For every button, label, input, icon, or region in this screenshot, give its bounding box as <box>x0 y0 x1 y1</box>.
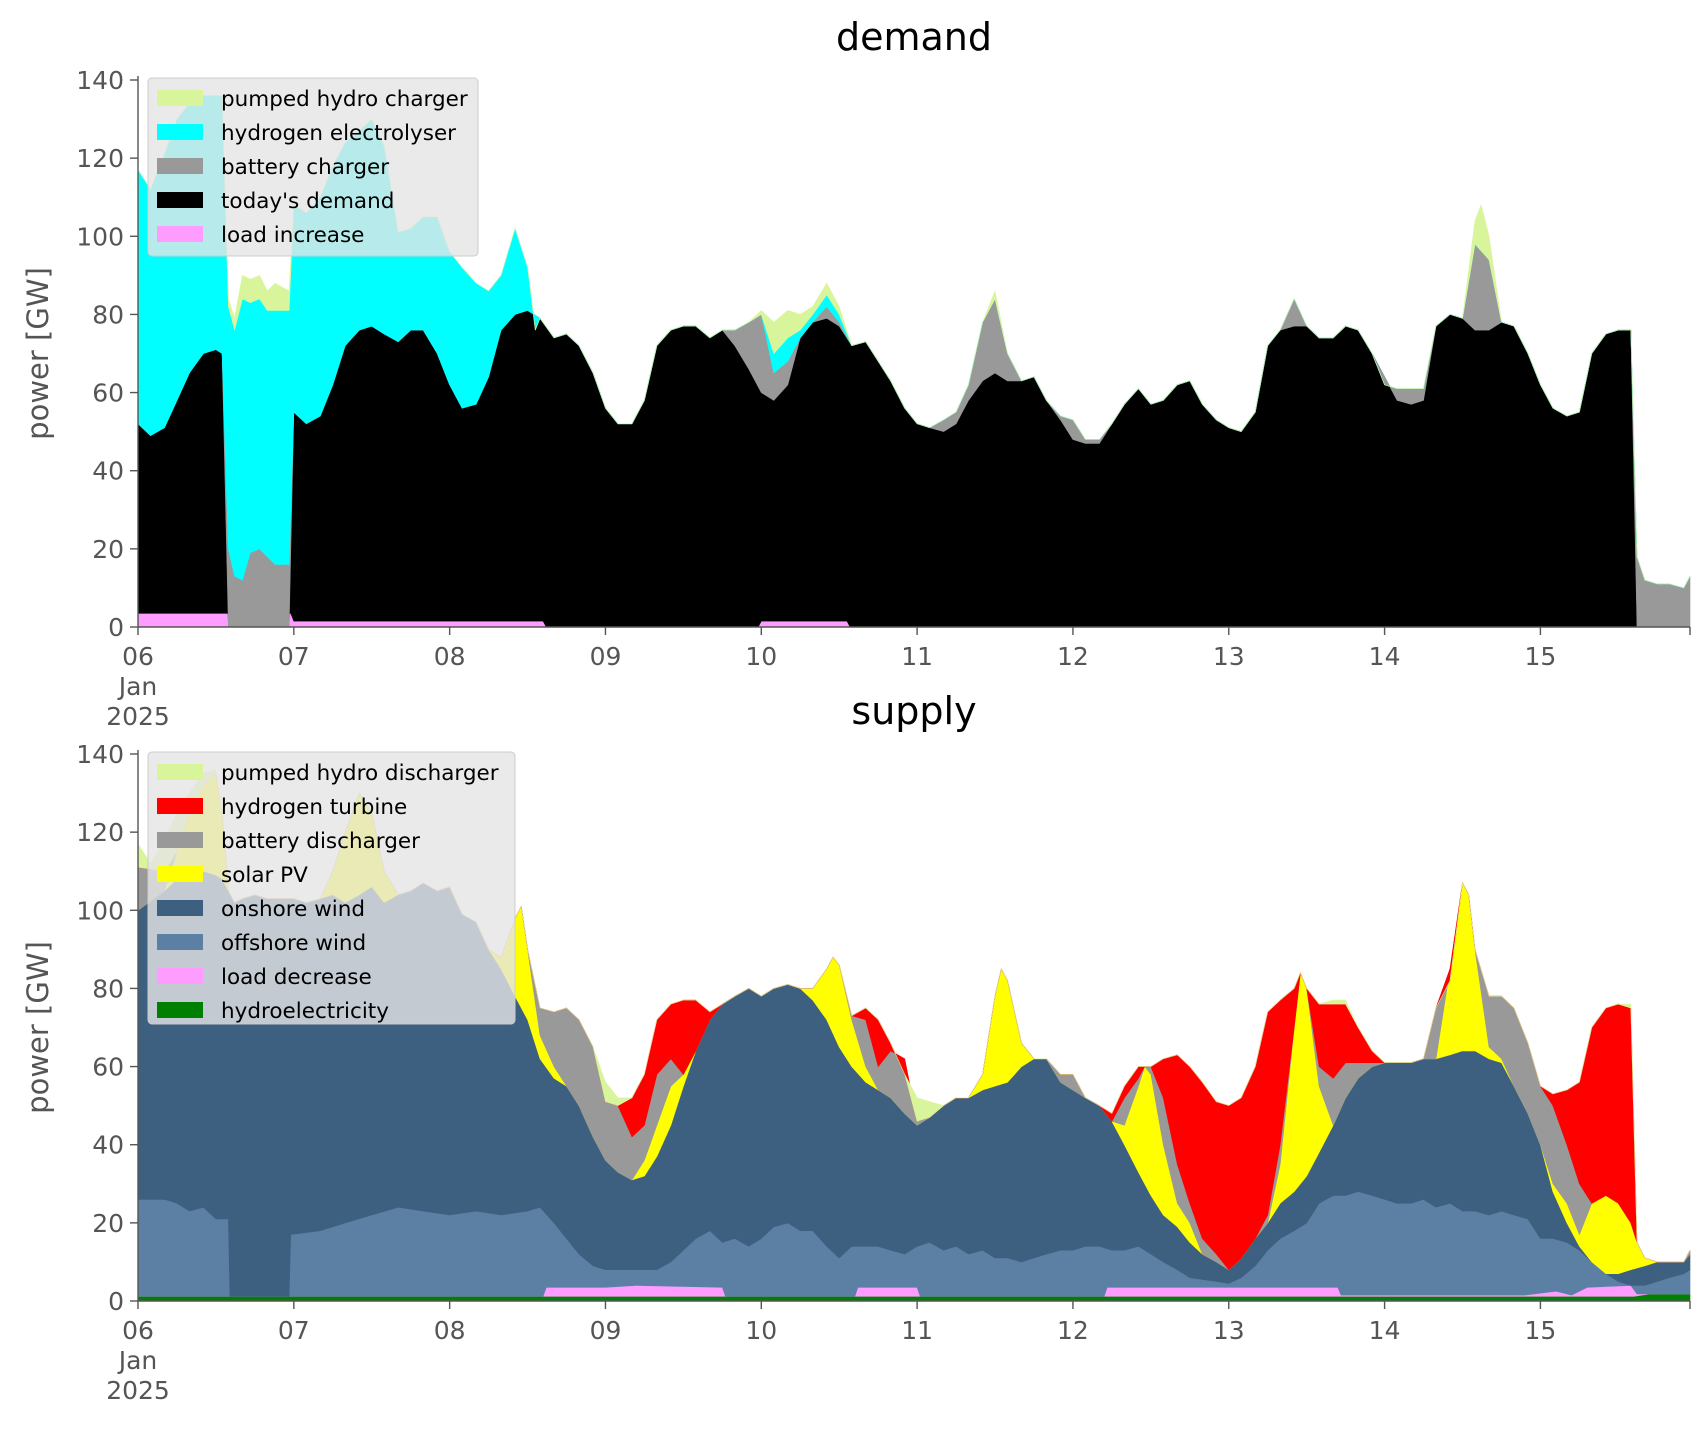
y-tick-label: 120 <box>76 818 124 847</box>
y-tick-label: 140 <box>76 740 124 769</box>
y-tick-label: 0 <box>108 613 124 642</box>
x-tick-label: 10 <box>745 1316 777 1345</box>
y-tick-label: 40 <box>92 457 124 486</box>
legend-swatch-offshore-wind <box>157 934 203 950</box>
x-tick-label: 06 <box>122 642 154 671</box>
x-tick-label: Jan <box>117 1346 158 1375</box>
y-axis-label: power [GW] <box>21 267 55 440</box>
legend-label: hydroelectricity <box>221 999 389 1024</box>
y-tick-label: 100 <box>76 896 124 925</box>
x-tick-label: 08 <box>434 1316 466 1345</box>
legend-label: pumped hydro discharger <box>221 761 499 786</box>
y-tick-label: 40 <box>92 1131 124 1160</box>
legend-swatch-battery <box>157 158 203 174</box>
x-tick-label: 08 <box>434 642 466 671</box>
y-tick-label: 140 <box>76 66 124 95</box>
y-tick-label: 80 <box>92 300 124 329</box>
x-tick-label: 2025 <box>106 1376 170 1405</box>
x-tick-label: 11 <box>901 1316 933 1345</box>
legend-label: hydrogen turbine <box>221 795 407 820</box>
legend-swatch-hydrogen-electrolyser <box>157 124 203 140</box>
legend-label: onshore wind <box>221 897 365 922</box>
legend-swatch-pumped-hydro <box>157 90 203 106</box>
y-tick-label: 100 <box>76 222 124 251</box>
legend-box <box>147 751 516 1025</box>
y-tick-label: 0 <box>108 1287 124 1316</box>
chart-title: supply <box>851 689 976 733</box>
y-tick-label: 20 <box>92 535 124 564</box>
legend-label: offshore wind <box>221 931 366 956</box>
x-tick-label: 09 <box>590 642 622 671</box>
y-tick-label: 120 <box>76 144 124 173</box>
legend-label: load increase <box>221 223 364 248</box>
x-tick-label: 13 <box>1213 1316 1245 1345</box>
legend-swatch-load-change <box>157 968 203 984</box>
legend: pumped hydro discharger hydrogen turbine b… <box>147 751 516 1025</box>
x-tick-label: 07 <box>278 642 310 671</box>
legend-label: pumped hydro charger <box>221 87 468 112</box>
x-tick-label: 11 <box>901 642 933 671</box>
x-tick-label: Jan <box>117 672 158 701</box>
legend-label: battery charger <box>221 155 389 180</box>
y-tick-label: 60 <box>92 379 124 408</box>
legend-box <box>147 77 479 257</box>
x-tick-label: 07 <box>278 1316 310 1345</box>
legend-swatch-hydrogen-turbine <box>157 798 203 814</box>
legend-swatch-solar-pv <box>157 866 203 882</box>
y-axis-label: power [GW] <box>21 941 55 1114</box>
x-tick-label: 06 <box>122 1316 154 1345</box>
y-tick-label: 60 <box>92 1053 124 1082</box>
x-tick-label: 12 <box>1057 642 1089 671</box>
x-tick-label: 10 <box>745 642 777 671</box>
x-tick-label: 09 <box>590 1316 622 1345</box>
x-tick-label: 15 <box>1525 642 1557 671</box>
legend-swatch-pumped-hydro <box>157 764 203 780</box>
legend-label: solar PV <box>221 863 308 888</box>
legend: pumped hydro charger hydrogen electrolyse… <box>147 77 479 257</box>
legend-label: hydrogen electrolyser <box>221 121 456 146</box>
legend-swatch-hydroelectricity <box>157 1002 203 1018</box>
y-tick-label: 20 <box>92 1209 124 1238</box>
legend-swatch-load-change <box>157 226 203 242</box>
x-tick-label: 2025 <box>106 702 170 731</box>
legend-label: today's demand <box>221 189 394 214</box>
x-tick-label: 13 <box>1213 642 1245 671</box>
x-tick-label: 15 <box>1525 1316 1557 1345</box>
legend-swatch-todays-demand <box>157 192 203 208</box>
area-todays-demand <box>137 310 1690 628</box>
chart-title: demand <box>836 15 992 59</box>
area-pumped-hydro <box>137 95 1691 589</box>
legend-swatch-onshore-wind <box>157 900 203 916</box>
legend-label: load decrease <box>221 965 372 990</box>
x-tick-label: 14 <box>1369 642 1401 671</box>
legend-label: battery discharger <box>221 829 420 854</box>
x-tick-label: 12 <box>1057 1316 1089 1345</box>
legend-swatch-battery <box>157 832 203 848</box>
y-tick-label: 80 <box>92 974 124 1003</box>
x-tick-label: 14 <box>1369 1316 1401 1345</box>
area-pumped-hydro <box>137 769 1691 1263</box>
